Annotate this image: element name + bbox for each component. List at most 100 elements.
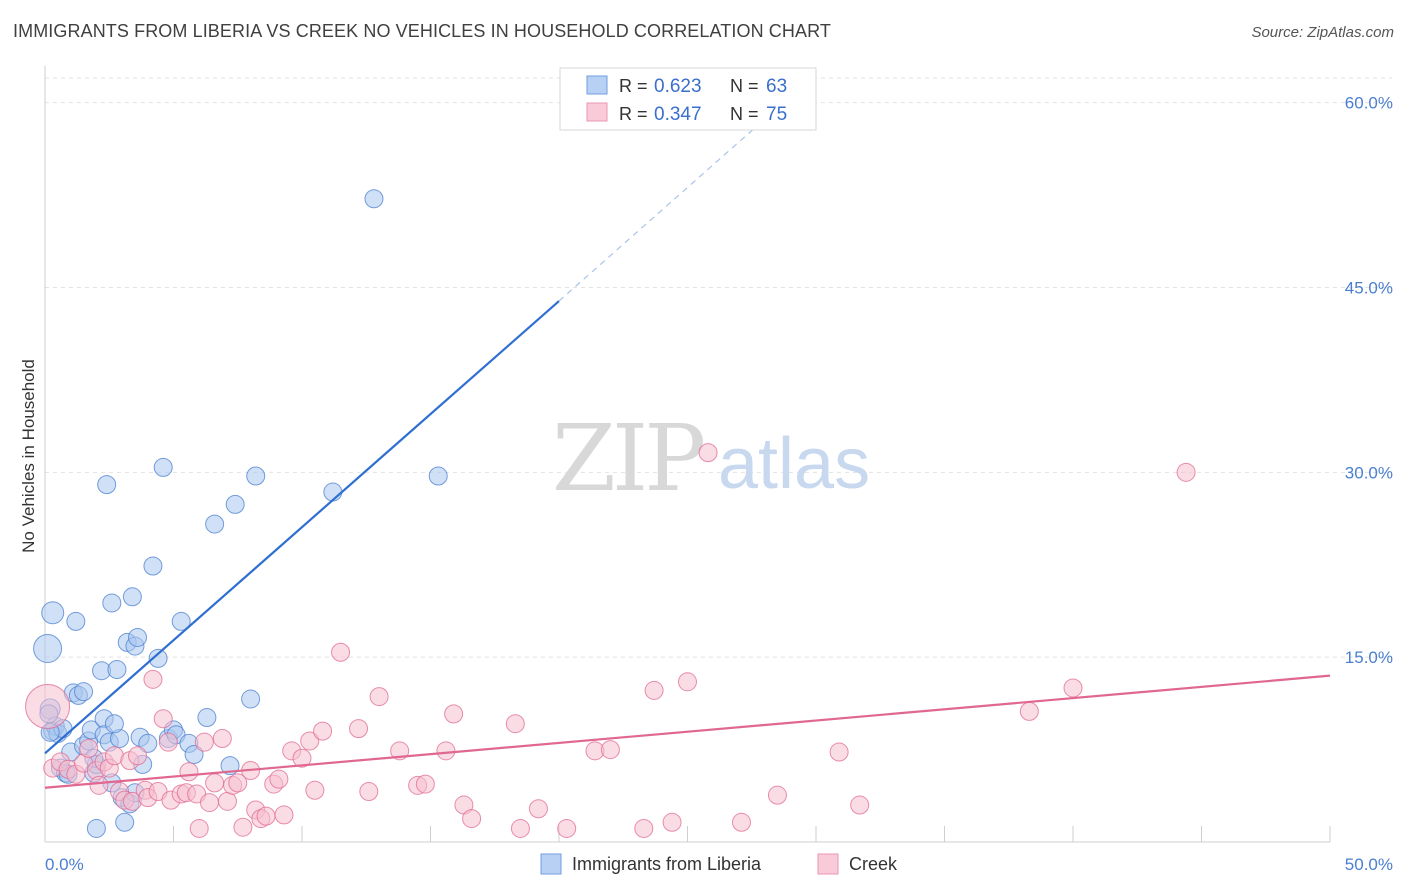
creek-point	[256, 806, 276, 826]
y-tick-labels: 15.0% 30.0% 45.0% 60.0%	[1345, 94, 1393, 668]
x-tick-label: 50.0%	[1345, 855, 1393, 874]
liberia-point	[241, 689, 261, 709]
legend-label-liberia: Immigrants from Liberia	[572, 854, 762, 874]
liberia-point	[197, 708, 217, 728]
creek-point	[698, 443, 718, 463]
creek-point	[731, 812, 751, 832]
y-tick-label: 15.0%	[1345, 648, 1393, 667]
creek-point	[300, 731, 320, 751]
creek-point	[829, 742, 849, 762]
creek-point	[767, 785, 787, 805]
creek-point	[194, 732, 214, 752]
liberia-point	[102, 593, 122, 613]
creek-point	[179, 762, 199, 782]
stats-n-label: N =	[730, 104, 759, 124]
watermark: ZIP atlas	[552, 405, 870, 512]
legend-label-creek: Creek	[849, 854, 898, 874]
liberia-trend-line	[44, 300, 560, 755]
creek-point	[331, 642, 351, 662]
creek-point	[349, 719, 369, 739]
creek-point	[153, 709, 173, 729]
source-credit: Source: ZipAtlas.com	[1251, 24, 1394, 41]
creek-trend-line	[44, 674, 1331, 789]
creek-point	[557, 818, 577, 838]
liberia-point	[171, 611, 191, 631]
liberia-point	[107, 659, 127, 679]
creek-point	[415, 774, 435, 794]
liberia-point	[74, 682, 94, 702]
liberia-point	[323, 482, 343, 502]
liberia-point	[184, 745, 204, 765]
creek-point	[436, 741, 456, 761]
liberia-point	[246, 466, 266, 486]
liberia-trend-extension	[558, 112, 773, 302]
stats-swatch-liberia	[586, 75, 608, 95]
liberia-point	[86, 818, 106, 838]
stats-r-label: R =	[619, 76, 648, 96]
liberia-point	[97, 475, 117, 495]
y-axis-label: No Vehicles in Household	[19, 359, 38, 553]
creek-point	[274, 805, 294, 825]
series-creek-points	[25, 443, 1196, 838]
liberia-point	[66, 611, 86, 631]
liberia-point	[122, 587, 142, 607]
trend-lines	[44, 112, 1331, 789]
creek-point	[212, 728, 232, 748]
liberia-point	[115, 812, 135, 832]
creek-point	[369, 687, 389, 707]
creek-point	[228, 773, 248, 793]
creek-point	[644, 680, 664, 700]
liberia-point	[41, 601, 65, 625]
liberia-point	[428, 466, 448, 486]
stats-legend: R = 0.623 N = 63 R = 0.347 N = 75	[559, 67, 817, 131]
liberia-point	[138, 733, 158, 753]
creek-point	[510, 818, 530, 838]
liberia-point	[33, 634, 63, 664]
creek-point	[158, 732, 178, 752]
creek-point	[850, 795, 870, 815]
liberia-point	[220, 756, 240, 776]
chart-title: IMMIGRANTS FROM LIBERIA VS CREEK NO VEHI…	[13, 21, 831, 41]
stats-r-value: 0.623	[654, 76, 702, 97]
liberia-point	[225, 494, 245, 514]
creek-point	[269, 769, 289, 789]
series-liberia-points	[33, 189, 448, 838]
legend-swatch-liberia	[540, 853, 562, 875]
creek-point	[1019, 701, 1039, 721]
stats-r-label: R =	[619, 104, 648, 124]
liberia-point	[104, 714, 124, 734]
creek-point	[189, 818, 209, 838]
creek-point	[143, 669, 163, 689]
creek-point	[233, 817, 253, 837]
creek-point	[305, 780, 325, 800]
creek-point	[462, 809, 482, 829]
x-tick-labels: 0.0% 50.0%	[45, 855, 1393, 874]
creek-point	[600, 740, 620, 760]
creek-point	[205, 773, 225, 793]
gridlines	[45, 77, 1392, 658]
creek-point	[217, 791, 237, 811]
stats-swatch-creek	[586, 102, 608, 122]
y-tick-label: 45.0%	[1345, 278, 1393, 297]
creek-point	[678, 672, 697, 692]
legend-swatch-creek	[817, 853, 839, 875]
creek-point	[79, 738, 99, 758]
creek-point	[292, 748, 312, 768]
creek-point	[390, 741, 410, 761]
liberia-point	[205, 514, 225, 534]
x-tick-label: 0.0%	[45, 855, 84, 874]
creek-point	[662, 812, 682, 832]
creek-point	[359, 781, 379, 801]
y-tick-label: 60.0%	[1345, 94, 1393, 113]
creek-point	[25, 683, 71, 729]
liberia-point	[128, 627, 148, 647]
watermark-zip: ZIP	[552, 405, 703, 512]
creek-point	[1063, 678, 1083, 698]
creek-point	[128, 746, 148, 766]
y-tick-label: 30.0%	[1345, 463, 1393, 482]
stats-n-value: 75	[766, 104, 787, 125]
creek-point	[528, 799, 548, 819]
creek-point	[89, 775, 109, 795]
creek-point	[199, 793, 219, 813]
